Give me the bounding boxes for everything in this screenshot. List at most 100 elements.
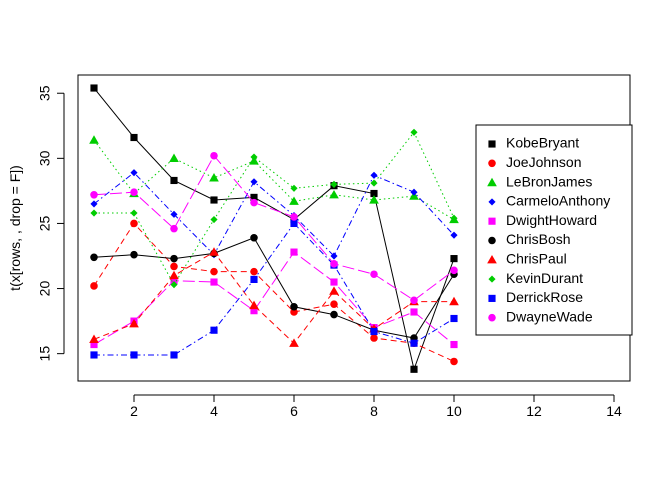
data-point-carmeloanthony <box>170 210 178 218</box>
data-point-derrickrose <box>250 275 258 284</box>
data-point-joejohnson <box>90 282 98 290</box>
data-point-chrispaul <box>289 338 299 347</box>
data-point-dwighthoward <box>90 340 98 349</box>
data-point-kevindurant <box>290 184 298 192</box>
legend-marker-chrisbosh <box>488 236 496 245</box>
data-point-dwaynewade <box>370 270 378 279</box>
legend-marker-dwaynewade <box>488 313 496 322</box>
series-line-chrispaul <box>93 251 454 344</box>
data-point-kevindurant <box>90 209 98 217</box>
data-point-derrickrose <box>450 314 458 323</box>
data-point-dwighthoward <box>210 278 218 286</box>
series-chrisbosh <box>90 233 458 342</box>
series-kobebryant <box>90 84 458 373</box>
data-point-joejohnson <box>290 308 298 316</box>
data-point-kevindurant <box>370 179 378 187</box>
data-point-chrispaul <box>129 318 139 328</box>
data-point-derrickrose <box>370 327 378 336</box>
legend-marker-chrispaul <box>487 254 497 264</box>
data-point-dwaynewade <box>130 188 138 196</box>
data-point-dwaynewade <box>170 224 178 233</box>
series-line-joejohnson <box>93 222 455 362</box>
data-point-dwaynewade <box>410 296 418 305</box>
legend: KobeBryant JoeJohnson LeBronJames CarmeloAn… <box>475 124 633 336</box>
data-point-dwighthoward <box>410 308 418 316</box>
legend-label-kevindurant: KevinDurant <box>506 270 583 286</box>
legend-marker-lebronjames <box>487 177 497 187</box>
x-tick-label: 10 <box>446 403 462 419</box>
x-tick-label: 12 <box>526 403 542 419</box>
series-line-kobebryant <box>93 87 455 372</box>
legend-item-chrispaul: ChrisPaul <box>487 251 567 267</box>
data-point-joejohnson <box>210 267 218 276</box>
data-point-chrisbosh <box>330 310 338 319</box>
data-point-lebronjames <box>169 153 179 162</box>
legend-item-kevindurant: KevinDurant <box>488 270 583 286</box>
data-point-kobebryant <box>370 189 378 198</box>
x-tick-label: 8 <box>370 403 378 419</box>
data-point-joejohnson <box>170 262 178 271</box>
series-kevindurant <box>90 128 458 289</box>
legend-marker-kevindurant <box>488 275 496 283</box>
data-point-chrisbosh <box>290 302 298 311</box>
series-line-derrickrose <box>94 222 455 356</box>
legend-label-derrickrose: DerrickRose <box>506 289 583 305</box>
data-point-lebronjames <box>89 135 99 144</box>
data-point-kevindurant <box>450 214 458 222</box>
data-point-chrispaul <box>89 334 99 343</box>
data-point-kobebryant <box>450 255 458 263</box>
data-point-kobebryant <box>210 196 218 204</box>
data-point-chrisbosh <box>250 233 258 242</box>
x-tick-label: 4 <box>210 403 218 419</box>
data-point-dwaynewade <box>290 213 298 221</box>
data-point-kobebryant <box>90 84 98 92</box>
legend-item-dwighthoward: DwightHoward <box>488 212 597 228</box>
legend-item-chrisbosh: ChrisBosh <box>488 231 571 247</box>
data-point-lebronjames <box>209 173 219 182</box>
data-point-chrispaul <box>329 286 339 295</box>
y-tick-label: 25 <box>37 215 53 231</box>
data-point-dwighthoward <box>290 248 298 256</box>
legend-marker-carmeloanthony <box>488 198 496 206</box>
data-point-kevindurant <box>170 281 178 289</box>
legend-item-dwaynewade: DwayneWade <box>488 308 593 324</box>
data-point-joejohnson <box>370 334 378 342</box>
y-tick-label: 20 <box>37 281 53 297</box>
legend-label-joejohnson: JoeJohnson <box>506 154 582 170</box>
data-point-kevindurant <box>410 128 418 136</box>
x-axis: 2 4 6 8 10 12 14 <box>130 394 622 419</box>
data-point-chrispaul <box>449 296 459 306</box>
x-tick-label: 6 <box>290 403 298 419</box>
data-point-dwaynewade <box>210 151 218 160</box>
data-point-lebronjames <box>289 196 299 205</box>
legend-item-carmeloanthony: CarmeloAnthony <box>488 193 610 209</box>
legend-label-kobebryant: KobeBryant <box>506 135 579 151</box>
data-point-dwighthoward <box>450 340 458 349</box>
data-point-derrickrose <box>90 351 98 359</box>
data-point-dwaynewade <box>90 191 98 199</box>
series-layer <box>89 84 459 373</box>
data-point-chrispaul <box>209 247 219 256</box>
legend-label-dwighthoward: DwightHoward <box>506 212 597 228</box>
series-line-dwaynewade <box>93 154 455 301</box>
legend-label-carmeloanthony: CarmeloAnthony <box>506 193 610 209</box>
data-point-carmeloanthony <box>130 169 138 177</box>
legend-marker-joejohnson <box>488 159 496 168</box>
data-point-kevindurant <box>210 215 218 224</box>
legend-label-chrispaul: ChrisPaul <box>506 251 567 267</box>
data-point-kevindurant <box>250 153 258 161</box>
data-point-chrispaul <box>249 300 259 310</box>
data-point-carmeloanthony <box>370 171 378 179</box>
data-point-dwighthoward <box>330 278 338 286</box>
data-point-joejohnson <box>450 357 458 366</box>
data-point-derrickrose <box>410 339 418 347</box>
legend-label-dwaynewade: DwayneWade <box>506 308 593 324</box>
data-point-derrickrose <box>210 326 218 334</box>
data-point-dwaynewade <box>250 198 258 207</box>
series-carmeloanthony <box>90 169 458 260</box>
legend-label-lebronjames: LeBronJames <box>506 173 592 189</box>
data-point-lebronjames <box>329 189 339 199</box>
legend-label-chrisbosh: ChrisBosh <box>506 231 571 247</box>
data-point-chrisbosh <box>170 254 178 263</box>
data-point-chrisbosh <box>130 250 138 259</box>
